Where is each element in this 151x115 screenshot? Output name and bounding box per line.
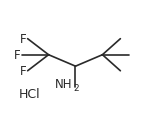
Text: F: F: [20, 65, 27, 78]
Text: F: F: [20, 33, 27, 46]
Text: NH: NH: [55, 77, 73, 90]
Text: HCl: HCl: [19, 87, 40, 100]
Text: 2: 2: [73, 83, 79, 92]
Text: F: F: [14, 49, 21, 62]
